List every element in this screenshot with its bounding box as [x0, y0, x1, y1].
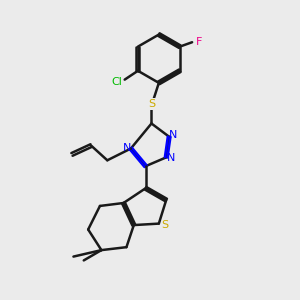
Text: N: N — [123, 143, 131, 153]
Text: F: F — [196, 37, 202, 46]
Text: S: S — [162, 220, 169, 230]
Text: S: S — [148, 99, 155, 110]
Text: N: N — [167, 153, 176, 163]
Text: N: N — [169, 130, 177, 140]
Text: Cl: Cl — [111, 77, 122, 87]
